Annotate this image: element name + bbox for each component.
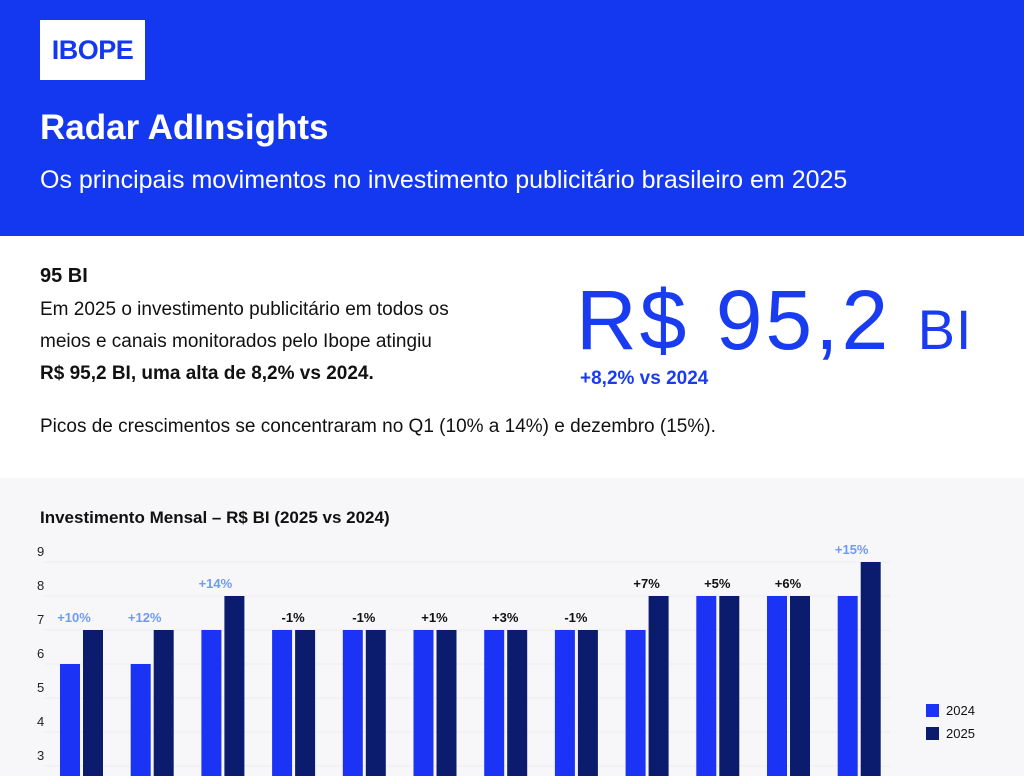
bar-2025 bbox=[365, 630, 386, 776]
big-value-number: R$ 95,2 bbox=[576, 273, 892, 367]
bar-2025 bbox=[577, 630, 598, 776]
bar-2025 bbox=[295, 630, 316, 776]
y-tick-label: 4 bbox=[37, 714, 44, 729]
summary-line: meios e canais monitorados pelo Ibope at… bbox=[40, 331, 432, 352]
bar-2025 bbox=[790, 596, 810, 776]
legend-swatch-2024 bbox=[926, 704, 939, 717]
bar-label: +6% bbox=[775, 576, 802, 591]
bar-2024 bbox=[413, 630, 434, 776]
bar-2025 bbox=[153, 630, 174, 776]
y-tick-label: 8 bbox=[37, 578, 44, 593]
bar-2024 bbox=[767, 596, 787, 776]
ibope-logo: IBOPE bbox=[40, 20, 145, 80]
big-value: R$ 95,2 BI bbox=[576, 272, 972, 369]
bar-2024 bbox=[130, 664, 151, 776]
bar-label: +14% bbox=[199, 576, 233, 591]
summary-heading: 95 BI bbox=[40, 265, 88, 287]
bar-2024 bbox=[625, 630, 646, 776]
bar-2024 bbox=[60, 664, 80, 776]
bar-label: -1% bbox=[282, 610, 306, 625]
bar-2025 bbox=[224, 596, 245, 776]
y-tick-label: 3 bbox=[37, 748, 44, 763]
bar-label: +3% bbox=[492, 610, 519, 625]
bar-2025 bbox=[436, 630, 457, 776]
bar-2025 bbox=[648, 596, 669, 776]
bar-label: +7% bbox=[633, 576, 660, 591]
legend-label: 2024 bbox=[946, 703, 975, 718]
summary-line: Em 2025 o investimento publicitário em t… bbox=[40, 299, 449, 320]
header: IBOPE Radar AdInsights Os principais mov… bbox=[0, 0, 1024, 236]
y-tick-label: 5 bbox=[37, 680, 44, 695]
y-tick-label: 9 bbox=[37, 544, 44, 559]
bar-2025 bbox=[83, 630, 103, 776]
summary-body: Em 2025 o investimento publicitário em t… bbox=[40, 294, 540, 390]
bar-2024 bbox=[484, 630, 505, 776]
bar-2024 bbox=[342, 630, 363, 776]
page-title: Radar AdInsights bbox=[40, 108, 329, 147]
big-value-delta: +8,2% vs 2024 bbox=[580, 368, 709, 389]
bar-label: -1% bbox=[352, 610, 376, 625]
bar-2024 bbox=[696, 596, 717, 776]
bar-chart: 3 4 5 6 7 8 9 +10% +12% +14% -1% -1% +1% +3% -1% +7% +5%… bbox=[37, 542, 975, 776]
page-subtitle: Os principais movimentos no investimento… bbox=[40, 166, 848, 194]
legend-label: 2025 bbox=[946, 726, 975, 741]
bar-label: +12% bbox=[128, 610, 162, 625]
bar-label: +1% bbox=[421, 610, 448, 625]
bar-label: +15% bbox=[835, 542, 869, 557]
big-value-unit: BI bbox=[917, 298, 973, 361]
chart-title: Investimento Mensal – R$ BI (2025 vs 202… bbox=[40, 508, 390, 527]
summary-bold-line: R$ 95,2 BI, uma alta de 8,2% vs 2024. bbox=[40, 363, 374, 384]
chart-section: Investimento Mensal – R$ BI (2025 vs 202… bbox=[0, 478, 1024, 776]
bar-2025 bbox=[860, 562, 881, 776]
bar-2024 bbox=[837, 596, 858, 776]
bar-2024 bbox=[272, 630, 293, 776]
y-tick-label: 7 bbox=[37, 612, 44, 627]
bar-2025 bbox=[507, 630, 528, 776]
bar-2024 bbox=[554, 630, 575, 776]
bar-label: +5% bbox=[704, 576, 731, 591]
bar-label: -1% bbox=[564, 610, 588, 625]
y-tick-label: 6 bbox=[37, 646, 44, 661]
legend-swatch-2025 bbox=[926, 727, 939, 740]
bar-label: +10% bbox=[57, 610, 91, 625]
bar-2024 bbox=[201, 630, 222, 776]
bar-2025 bbox=[719, 596, 740, 776]
growth-note: Picos de crescimentos se concentraram no… bbox=[40, 416, 716, 437]
